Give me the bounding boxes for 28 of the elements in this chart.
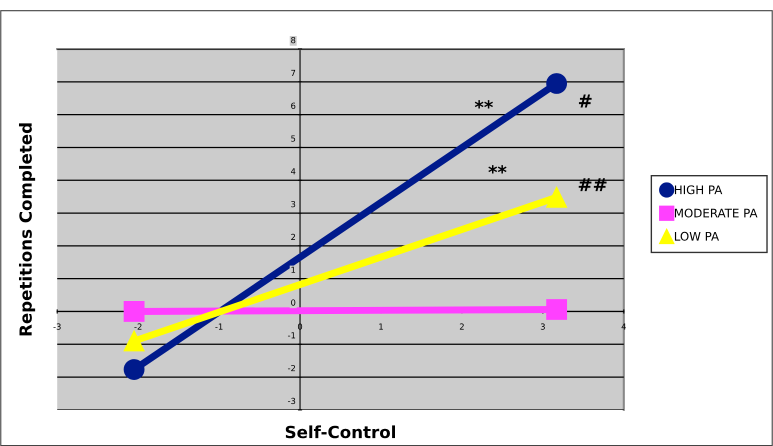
y-tick-label: 4 [290,168,296,174]
y-axis-title: Repetitions Completed [18,123,36,336]
y-tick-label: -3 [288,398,296,404]
y-tick-label: 8 [291,36,296,44]
y-tick-label: 6 [291,102,296,109]
x-tick-label: 1 [379,324,383,330]
legend-label: MODERATE PA [674,208,758,218]
x-tick-label: 3 [540,323,545,330]
y-tick-label: -1 [288,332,296,338]
x-tick-label: -3 [53,323,61,330]
annotation: ** [474,100,493,109]
x-tick-label: 4 [622,324,626,330]
y-tick-label: 1 [291,266,296,273]
x-tick-label: 2 [460,323,464,330]
x-tick-label: -1 [215,324,222,330]
y-tick-label: 3 [291,200,296,208]
annotation: # [578,94,592,108]
x-axis-title: Self-Control [286,425,396,438]
y-tick-label: -2 [288,364,296,372]
x-tick-label: -2 [134,323,142,330]
legend-label: LOW PA [674,232,719,241]
y-tick-label: 7 [291,70,296,76]
legend-label: HIGH PA [674,185,722,194]
y-tick-label: 2 [291,234,296,240]
annotation: ** [488,165,507,174]
annotation: ## [578,178,607,192]
y-tick-label: 5 [291,135,296,142]
y-tick-label: 0 [291,299,296,306]
